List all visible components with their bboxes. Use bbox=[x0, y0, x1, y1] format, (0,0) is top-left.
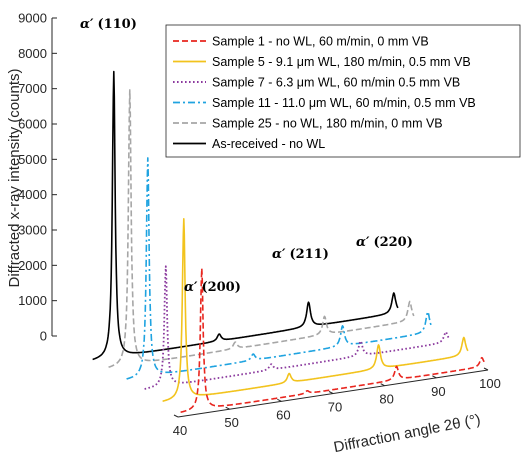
peak-label: α′ (211) bbox=[272, 247, 329, 262]
x-tick-label: 100 bbox=[479, 376, 501, 391]
y-tick-label: 2000 bbox=[18, 258, 47, 273]
x-tick-mark bbox=[328, 391, 334, 394]
x-tick-label: 50 bbox=[224, 415, 238, 430]
series-line-4 bbox=[126, 157, 433, 380]
y-tick-label: 8000 bbox=[18, 46, 47, 61]
y-tick-label: 0 bbox=[40, 329, 47, 344]
x-tick-mark bbox=[483, 367, 489, 371]
x-tick-label: 60 bbox=[276, 407, 290, 422]
x-tick-mark bbox=[173, 414, 179, 418]
y-tick-label: 5000 bbox=[18, 152, 47, 167]
peak-annotations: α′ (110) α′ (200) α′ (211) α′ (220) bbox=[80, 17, 413, 295]
series-layer bbox=[92, 70, 487, 413]
legend-box bbox=[165, 24, 521, 158]
x-tick-mark bbox=[277, 398, 282, 402]
legend-entry: Sample 1 - no WL, 60 m/min, 0 mm VB bbox=[212, 35, 429, 49]
legend-entry: Sample 25 - no WL, 180 m/min, 0 mm VB bbox=[212, 117, 443, 131]
x-tick-label: 90 bbox=[431, 384, 445, 399]
x-tick-label: 40 bbox=[173, 423, 187, 438]
series-line-2 bbox=[162, 218, 469, 402]
legend: Sample 1 - no WL, 60 m/min, 0 mm VB Sampl… bbox=[165, 24, 521, 158]
legend-entry: Sample 11 - 11.0 μm WL, 60 m/min, 0.5 mm… bbox=[212, 96, 476, 110]
x-ticks: 40 50 60 70 80 90 100 bbox=[173, 367, 501, 438]
x-tick-label: 80 bbox=[379, 392, 393, 407]
peak-label: α′ (220) bbox=[356, 235, 413, 250]
peak-label: α′ (200) bbox=[184, 280, 241, 295]
legend-items: Sample 1 - no WL, 60 m/min, 0 mm VB Sampl… bbox=[173, 35, 476, 151]
series-line-3 bbox=[144, 265, 451, 390]
y-ticks: 0 1000 2000 3000 4000 5000 6000 7000 8000 9000 bbox=[18, 11, 57, 344]
y-tick-label: 6000 bbox=[18, 117, 47, 132]
legend-entry: Sample 5 - 9.1 μm WL, 180 m/min, 0.5 mm … bbox=[212, 55, 471, 69]
y-axis-label: Diffracted x-ray intensity (counts) bbox=[6, 69, 23, 288]
y-tick-label: 3000 bbox=[18, 223, 47, 238]
x-tick-mark bbox=[432, 375, 437, 379]
x-axis-label: Diffraction angle 2θ (°) bbox=[332, 411, 482, 452]
y-tick-label: 1000 bbox=[18, 293, 47, 308]
x-tick-label: 70 bbox=[328, 400, 342, 415]
x-tick-mark bbox=[380, 383, 385, 387]
legend-entry: Sample 7 - 6.3 μm WL, 60 m/min 0.5 mm VB bbox=[212, 76, 460, 90]
y-tick-label: 9000 bbox=[18, 11, 47, 26]
y-tick-label: 7000 bbox=[18, 81, 47, 96]
peak-label: α′ (110) bbox=[80, 17, 137, 32]
series-line-1 bbox=[180, 267, 487, 413]
y-tick-label: 4000 bbox=[18, 187, 47, 202]
x-tick-mark bbox=[225, 406, 230, 410]
legend-entry: As-received - no WL bbox=[212, 137, 325, 151]
